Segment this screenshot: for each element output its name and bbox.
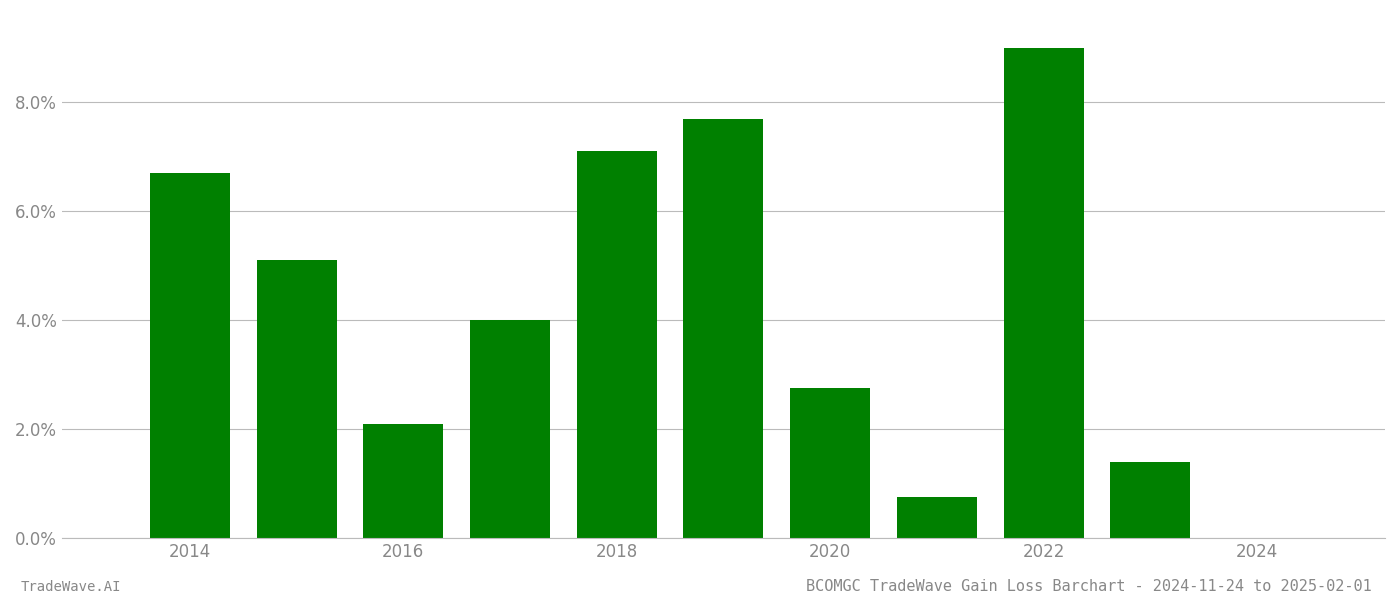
Text: TradeWave.AI: TradeWave.AI: [21, 580, 122, 594]
Bar: [1110, 462, 1190, 538]
Bar: [364, 424, 444, 538]
Bar: [897, 497, 977, 538]
Bar: [1004, 47, 1084, 538]
Bar: [683, 119, 763, 538]
Text: BCOMGC TradeWave Gain Loss Barchart - 2024-11-24 to 2025-02-01: BCOMGC TradeWave Gain Loss Barchart - 20…: [806, 579, 1372, 594]
Bar: [256, 260, 336, 538]
Bar: [577, 151, 657, 538]
Bar: [790, 388, 871, 538]
Bar: [470, 320, 550, 538]
Bar: [150, 173, 230, 538]
